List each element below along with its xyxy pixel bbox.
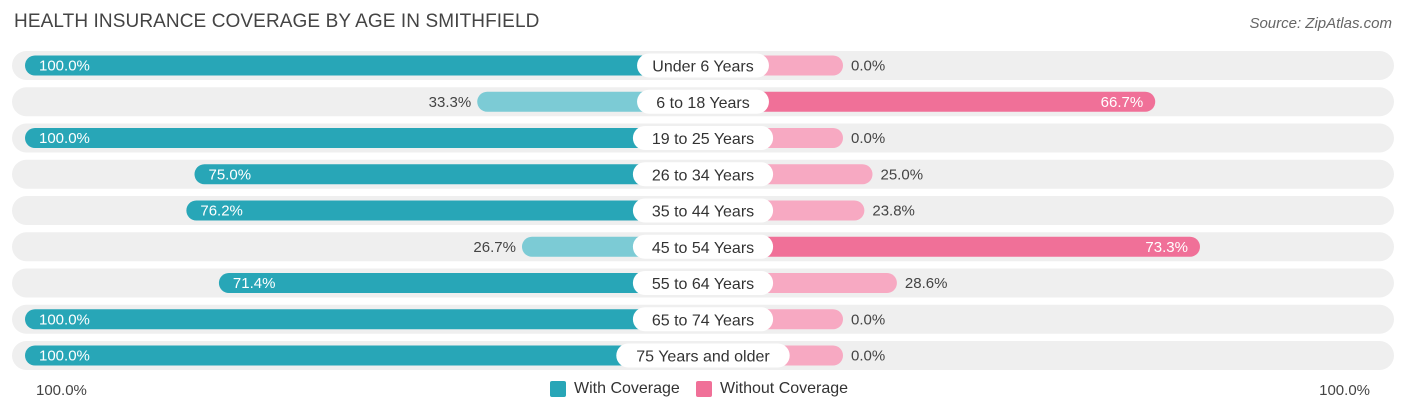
legend-swatch-without — [696, 381, 712, 397]
legend-swatch-with — [550, 381, 566, 397]
category-label: 6 to 18 Years — [656, 95, 749, 112]
label-with-coverage: 100.0% — [39, 311, 90, 328]
category-pill — [632, 234, 774, 259]
label-without-coverage: 0.0% — [851, 348, 885, 365]
category-pill — [632, 271, 774, 295]
label-without-coverage: 25.0% — [881, 166, 924, 183]
label-without-coverage: 66.7% — [1101, 94, 1144, 111]
bar-with-coverage — [25, 55, 703, 76]
label-without-coverage: 73.3% — [1145, 239, 1188, 256]
bar-without-coverage — [703, 236, 1200, 257]
category-label: 45 to 54 Years — [652, 240, 754, 257]
label-with-coverage: 33.3% — [429, 94, 472, 111]
axis-left-label: 100.0% — [36, 382, 87, 399]
label-with-coverage: 100.0% — [39, 58, 90, 75]
chart-title: HEALTH INSURANCE COVERAGE BY AGE IN SMIT… — [14, 11, 540, 32]
category-pill — [616, 343, 790, 368]
category-label: 35 to 44 Years — [652, 204, 754, 221]
category-pill — [632, 198, 774, 223]
axis-right-label: 100.0% — [1319, 382, 1370, 399]
source-credit: Source: ZipAtlas.com — [1249, 15, 1392, 32]
category-pill — [637, 89, 769, 114]
category-pill — [637, 53, 769, 78]
category-label: 19 to 25 Years — [652, 131, 754, 148]
label-without-coverage: 0.0% — [851, 58, 885, 75]
category-label: 75 Years and older — [636, 349, 770, 366]
label-with-coverage: 100.0% — [39, 348, 90, 365]
legend-label-with: With Coverage — [574, 380, 680, 397]
legend-with-coverage: With Coverage — [550, 380, 680, 398]
bar-with-coverage — [218, 273, 703, 293]
bar-without-coverage — [703, 91, 1156, 112]
bar-with-coverage — [186, 200, 703, 221]
category-label: 65 to 74 Years — [652, 312, 754, 329]
category-pill — [632, 162, 774, 187]
legend-without-coverage: Without Coverage — [696, 380, 848, 398]
bar-with-coverage — [25, 128, 703, 148]
legend-label-without: Without Coverage — [720, 380, 849, 397]
category-label: Under 6 Years — [652, 59, 753, 76]
bar-with-coverage — [25, 309, 703, 330]
category-label: 26 to 34 Years — [652, 167, 754, 184]
label-without-coverage: 0.0% — [851, 311, 885, 328]
label-with-coverage: 100.0% — [39, 130, 90, 147]
bar-with-coverage — [25, 345, 703, 366]
category-label: 55 to 64 Years — [652, 276, 754, 293]
label-with-coverage: 71.4% — [233, 275, 276, 292]
category-pill — [632, 307, 774, 332]
label-without-coverage: 28.6% — [905, 275, 948, 292]
bar-with-coverage — [194, 164, 703, 185]
legend: With Coverage Without Coverage — [0, 378, 1406, 402]
label-with-coverage: 26.7% — [473, 239, 516, 256]
label-with-coverage: 76.2% — [200, 203, 243, 220]
label-without-coverage: 23.8% — [872, 203, 915, 220]
label-with-coverage: 75.0% — [209, 166, 252, 183]
category-pill — [632, 126, 774, 150]
label-without-coverage: 0.0% — [851, 130, 885, 147]
